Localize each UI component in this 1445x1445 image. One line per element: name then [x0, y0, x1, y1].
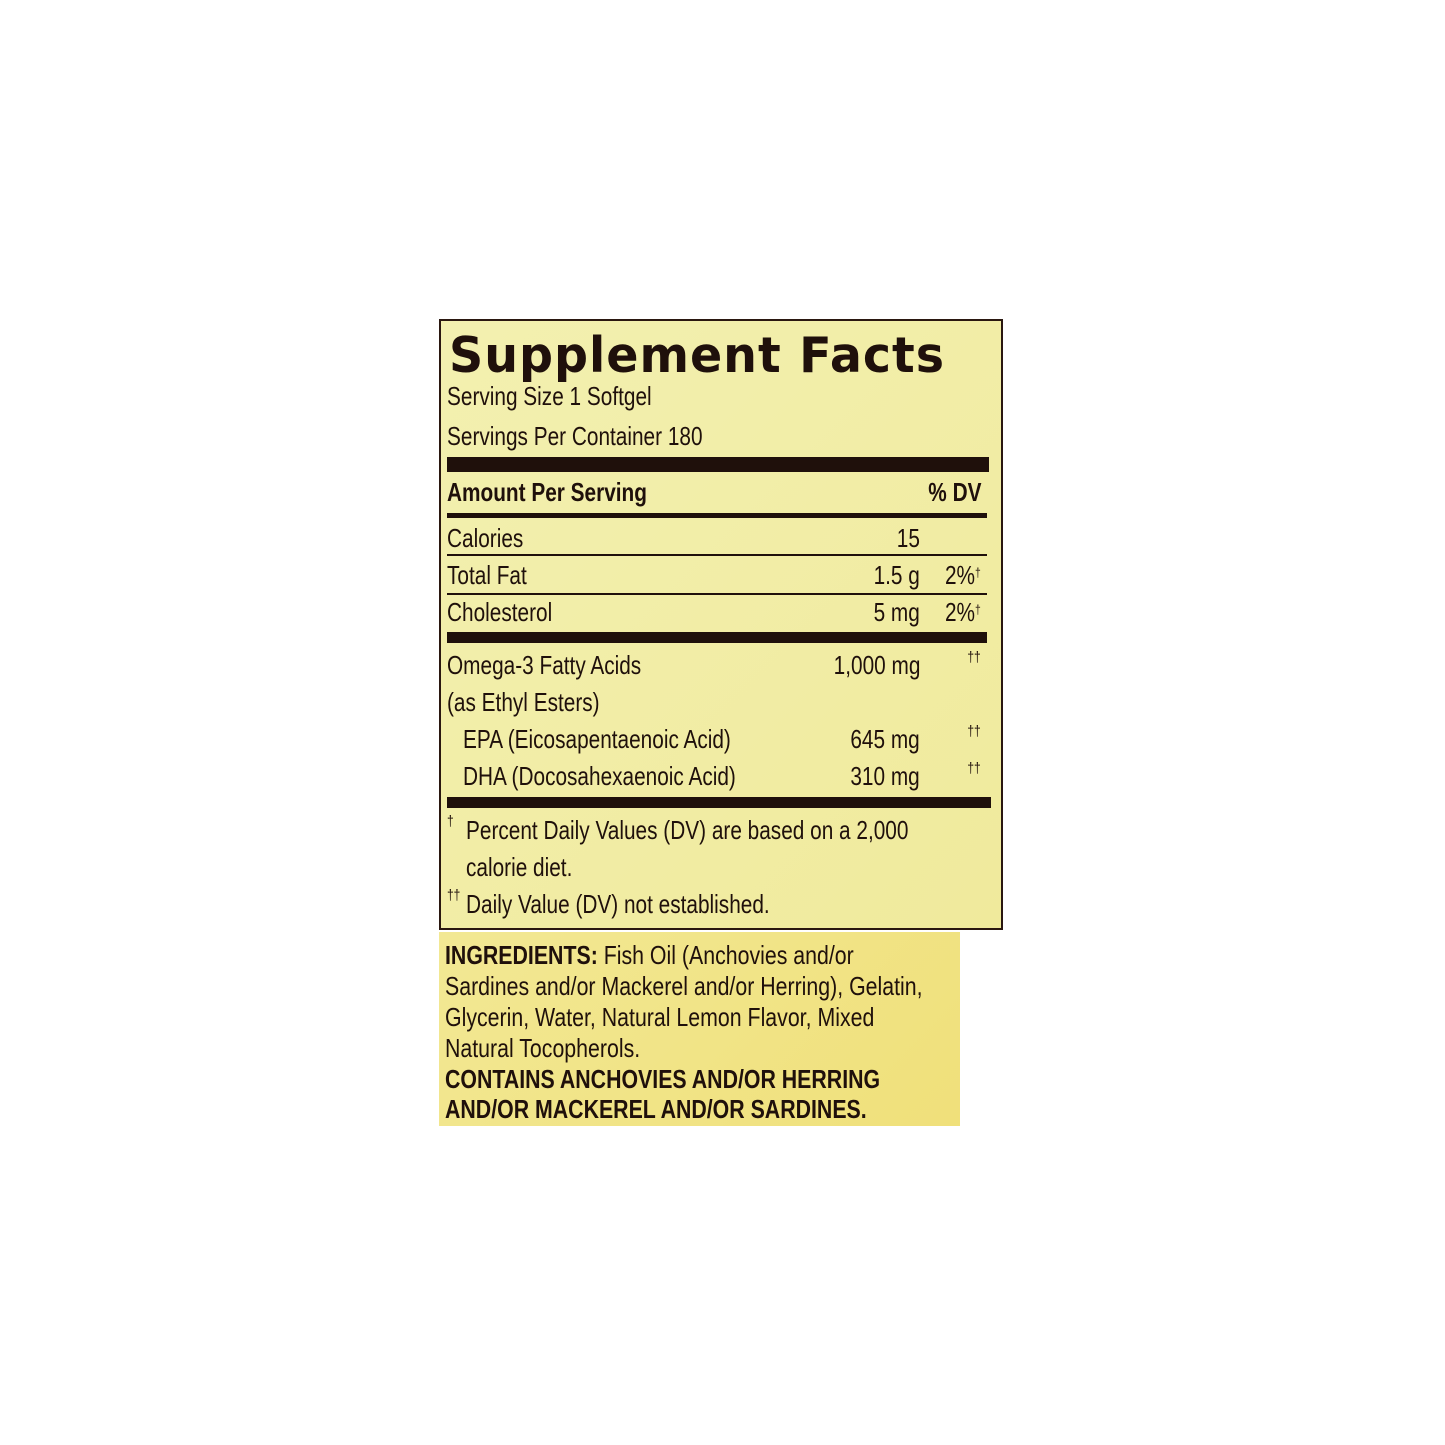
- serving-size: Serving Size 1 Softgel: [447, 381, 652, 411]
- amount-per-serving-header: Amount Per Serving: [447, 477, 647, 507]
- nutrient-dv-mark: ††: [967, 760, 981, 777]
- ingredients-heading: INGREDIENTS:: [445, 940, 598, 970]
- nutrient-dv: 2%†: [945, 597, 981, 627]
- nutrient-subname: (as Ethyl Esters): [447, 687, 600, 717]
- nutrient-name: DHA (Docosahexaenoic Acid): [463, 761, 736, 791]
- ingredients-panel: INGREDIENTS: Fish Oil (Anchovies and/or …: [439, 932, 960, 1126]
- dv-header: % DV: [927, 477, 981, 507]
- nutrient-name: Calories: [447, 523, 524, 553]
- nutrient-dv-mark: ††: [967, 723, 981, 740]
- footnote-mark: †: [447, 813, 454, 830]
- nutrient-dv: 2%†: [945, 560, 981, 590]
- nutrient-name: Total Fat: [447, 560, 527, 590]
- nutrient-amount: 15: [896, 523, 920, 553]
- footnote-text: calorie diet.: [466, 852, 573, 882]
- ingredients-line: INGREDIENTS: Fish Oil (Anchovies and/or: [445, 940, 854, 970]
- nutrient-name: Omega-3 Fatty Acids: [447, 650, 642, 680]
- nutrient-amount: 1.5 g: [873, 560, 920, 590]
- ingredients-line: Natural Tocopherols.: [445, 1033, 641, 1063]
- divider-thin: [447, 554, 987, 556]
- divider-thick: [447, 797, 991, 808]
- divider-thin: [447, 593, 987, 595]
- divider-thick: [447, 457, 989, 472]
- servings-per-container: Servings Per Container 180: [447, 421, 703, 451]
- allergen-statement: CONTAINS ANCHOVIES AND/OR HERRING: [445, 1064, 881, 1094]
- supplement-facts-panel: Supplement Facts Serving Size 1 Softgel …: [439, 319, 1003, 930]
- nutrient-amount: 310 mg: [850, 761, 920, 791]
- allergen-statement: AND/OR MACKEREL AND/OR SARDINES.: [445, 1094, 867, 1124]
- footnote-mark: ††: [447, 887, 461, 904]
- nutrient-name: EPA (Eicosapentaenoic Acid): [463, 724, 731, 754]
- nutrient-name: Cholesterol: [447, 597, 553, 627]
- panel-title: Supplement Facts: [449, 327, 945, 384]
- ingredients-line: Glycerin, Water, Natural Lemon Flavor, M…: [445, 1002, 875, 1032]
- nutrient-amount: 645 mg: [850, 724, 920, 754]
- nutrient-amount: 1,000 mg: [833, 650, 920, 680]
- divider-medium: [447, 513, 987, 518]
- nutrient-amount: 5 mg: [873, 597, 920, 627]
- nutrient-dv-mark: ††: [967, 649, 981, 666]
- ingredients-line: Sardines and/or Mackerel and/or Herring)…: [445, 971, 923, 1001]
- footnote-text: Percent Daily Values (DV) are based on a…: [466, 815, 909, 845]
- footnote-text: Daily Value (DV) not established.: [466, 889, 770, 919]
- divider-thick: [447, 632, 987, 643]
